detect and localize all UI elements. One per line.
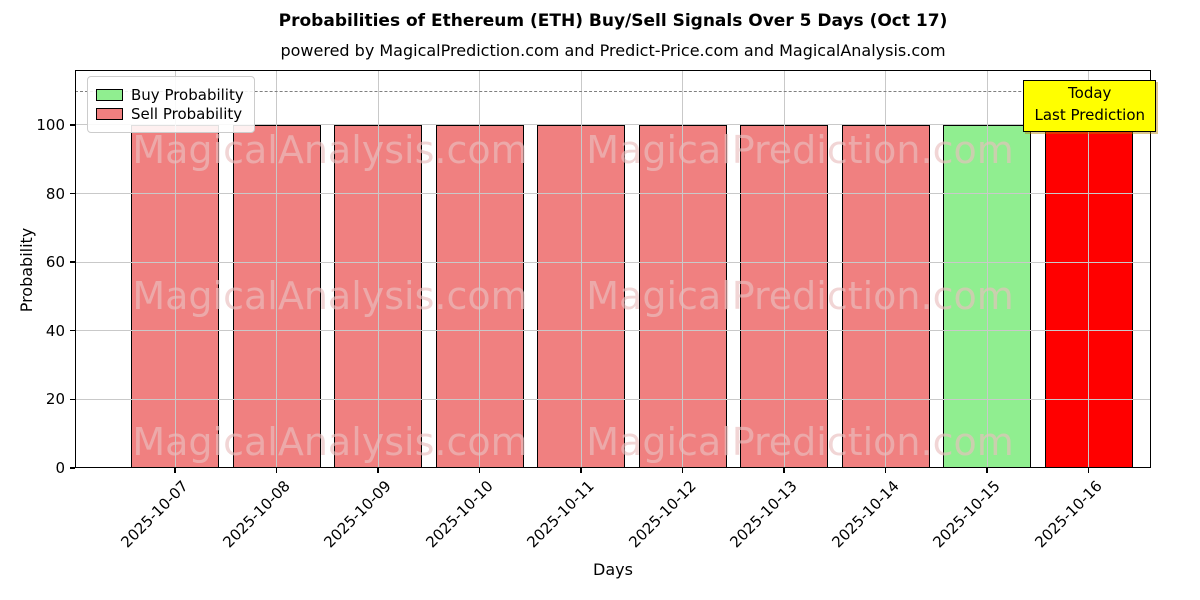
x-tick: [377, 468, 379, 473]
gridline-h: [75, 330, 1151, 332]
legend-item-sell: Sell Probability: [96, 106, 244, 122]
legend-label-buy: Buy Probability: [131, 86, 244, 104]
watermark-text: MagicalAnalysis.com: [132, 274, 528, 318]
y-tick: [70, 192, 75, 195]
chart-subtitle: powered by MagicalPrediction.com and Pre…: [280, 41, 946, 60]
y-tick-label: 80: [45, 184, 65, 203]
watermark-text: MagicalPrediction.com: [586, 128, 1014, 172]
annotation-line-today: Today: [1068, 84, 1112, 102]
watermark-text: MagicalPrediction.com: [586, 274, 1014, 318]
legend-item-buy: Buy Probability: [96, 87, 244, 103]
gridline-v: [682, 70, 683, 468]
x-tick: [986, 468, 988, 473]
y-tick: [70, 330, 75, 332]
gridline-v: [783, 70, 785, 468]
gridline-v: [885, 70, 886, 468]
y-tick-label: 20: [45, 390, 65, 409]
y-tick: [70, 261, 75, 263]
gridline-v: [1088, 70, 1089, 468]
x-tick: [1087, 468, 1090, 473]
gridline-v: [580, 70, 582, 468]
gridline-v: [986, 70, 988, 468]
gridline-v: [174, 70, 176, 468]
y-tick: [70, 124, 75, 126]
gridline-v: [276, 70, 277, 468]
x-tick: [884, 468, 887, 473]
x-tick: [478, 468, 481, 473]
y-tick: [70, 398, 75, 401]
chart-title: Probabilities of Ethereum (ETH) Buy/Sell…: [278, 11, 948, 31]
y-tick-label: 40: [45, 321, 65, 340]
x-tick: [783, 468, 785, 473]
x-tick: [174, 468, 176, 473]
x-tick: [580, 468, 582, 473]
y-tick: [70, 467, 75, 469]
annotation-line-last-prediction: Last Prediction: [1034, 105, 1145, 124]
y-tick-label: 100: [36, 115, 65, 134]
legend-swatch-sell: [96, 108, 123, 120]
legend: Buy Probability Sell Probability: [87, 76, 255, 133]
gridline-h: [75, 398, 1151, 400]
plot-area: Buy Probability Sell Probability Today L…: [75, 70, 1156, 468]
x-tick: [275, 468, 278, 473]
y-tick-label: 0: [55, 459, 65, 477]
x-axis-label: Days: [593, 560, 633, 579]
watermark-text: MagicalAnalysis.com: [132, 420, 528, 464]
y-tick-label: 60: [45, 253, 65, 272]
watermark-text: MagicalPrediction.com: [586, 420, 1014, 464]
x-tick: [681, 468, 684, 473]
legend-label-sell: Sell Probability: [131, 105, 243, 123]
legend-swatch-buy: [96, 89, 123, 101]
gridline-h: [75, 261, 1151, 263]
gridline-h: [75, 124, 1151, 126]
today-annotation: Today Last Prediction: [1023, 80, 1156, 132]
gridline-h: [75, 193, 1151, 195]
dashed-threshold-line: [75, 90, 1151, 92]
gridline-v: [479, 70, 480, 468]
watermark-text: MagicalAnalysis.com: [132, 128, 528, 172]
gridline-v: [377, 70, 379, 468]
